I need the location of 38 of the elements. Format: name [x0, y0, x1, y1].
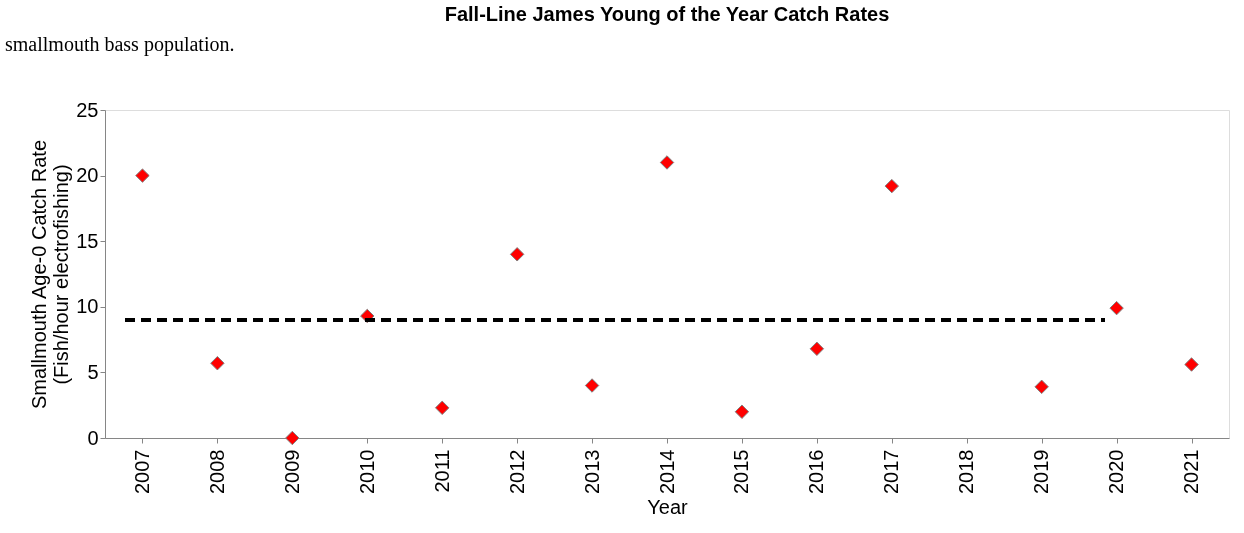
- point: [884, 178, 900, 194]
- y-tick-label: 5: [87, 360, 99, 383]
- x-tick-label: 2008: [205, 449, 228, 494]
- point: [659, 155, 675, 170]
- x-tick-label: 2019: [1030, 449, 1053, 494]
- x-tick-label: 2021: [1180, 449, 1203, 494]
- y-tick-label: 10: [76, 295, 99, 318]
- y-axis-title: Smallmouth Age-0 Catch Rate (Fish/hour electrofishing): [28, 139, 73, 410]
- x-tick-label: 2014: [655, 449, 678, 494]
- x-tick-label: 2017: [880, 449, 903, 494]
- point: [210, 356, 225, 371]
- x-tick-label: 2018: [955, 449, 978, 494]
- x-tick-label: 2015: [730, 449, 753, 494]
- x-tick-label: 2020: [1105, 449, 1128, 494]
- x-tick-label: 2009: [280, 449, 303, 494]
- chart-title: Fall-Line James Young of the Year Catch Rates: [444, 3, 890, 25]
- x-tick-label: 2016: [805, 449, 828, 494]
- point: [434, 400, 450, 416]
- text: smallmouth bass population.: [5, 33, 235, 56]
- x-tick-label: 2011: [430, 449, 453, 493]
- point: [734, 404, 750, 419]
- point: [285, 430, 300, 446]
- y-tick-label: 15: [76, 229, 99, 252]
- y-tick-label: 25: [76, 98, 99, 121]
- y-tick-label: 0: [87, 426, 99, 449]
- point: [809, 341, 825, 356]
- x-tick-label: 2007: [130, 449, 153, 494]
- point: [584, 378, 600, 393]
- point: [509, 247, 525, 262]
- point: [1034, 379, 1049, 395]
- point: [1184, 357, 1199, 372]
- y-tick-label: 20: [76, 164, 99, 187]
- x-axis-title: Year: [647, 495, 689, 518]
- x-tick-label: 2010: [355, 449, 378, 494]
- point: [1109, 300, 1124, 316]
- x-tick-label: 2012: [505, 449, 528, 494]
- x-tick-label: 2013: [580, 449, 603, 494]
- point: [135, 168, 150, 183]
